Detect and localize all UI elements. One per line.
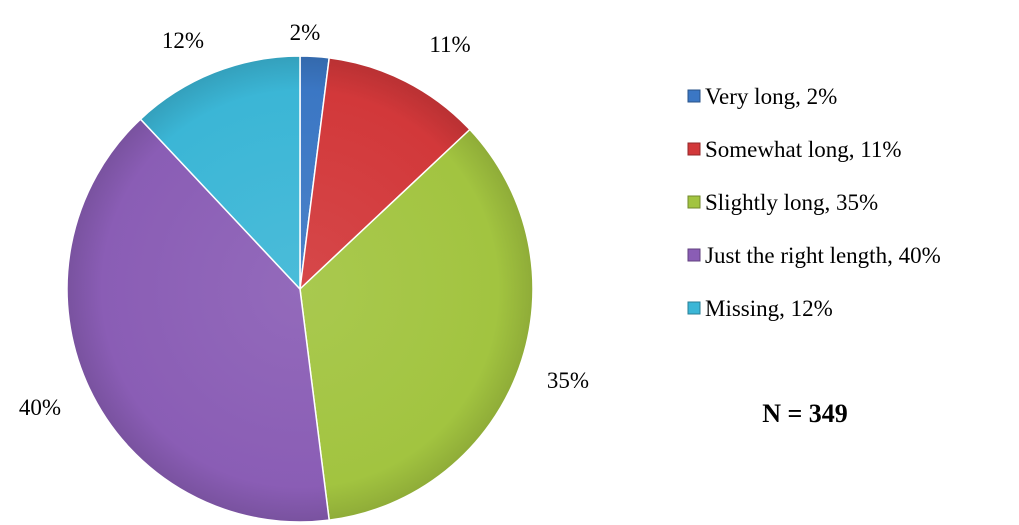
legend: Very long, 2% Somewhat long, 11% Slightly … [687,84,941,321]
pie-slices [66,55,534,523]
legend-swatch-1 [687,89,701,103]
slice-data-label-1: 2% [290,20,321,45]
pie-slice-3 [299,128,534,521]
legend-swatch-2 [687,142,701,156]
legend-entry-2: Somewhat long, 11% [705,137,902,162]
legend-entry-3: Slightly long, 35% [705,190,878,215]
slice-labels: 2% 11% 35% 40% 12% [19,20,589,420]
legend-entry-4: Just the right length, 40% [705,243,941,268]
slice-data-label-4: 40% [19,395,61,420]
slice-data-label-5: 12% [162,28,204,53]
legend-swatch-5 [687,301,701,315]
pie-slice-2 [298,57,471,291]
sample-size-annotation: N = 349 [762,399,848,428]
pie-slice-4 [66,118,331,523]
legend-swatch-3 [687,195,701,209]
slice-data-label-3: 35% [547,368,589,393]
legend-entry-5: Missing, 12% [705,296,833,321]
legend-entry-1: Very long, 2% [705,84,837,109]
legend-swatch-4 [687,248,701,262]
pie-slice-5 [139,55,301,291]
slice-data-label-2: 11% [429,32,470,57]
